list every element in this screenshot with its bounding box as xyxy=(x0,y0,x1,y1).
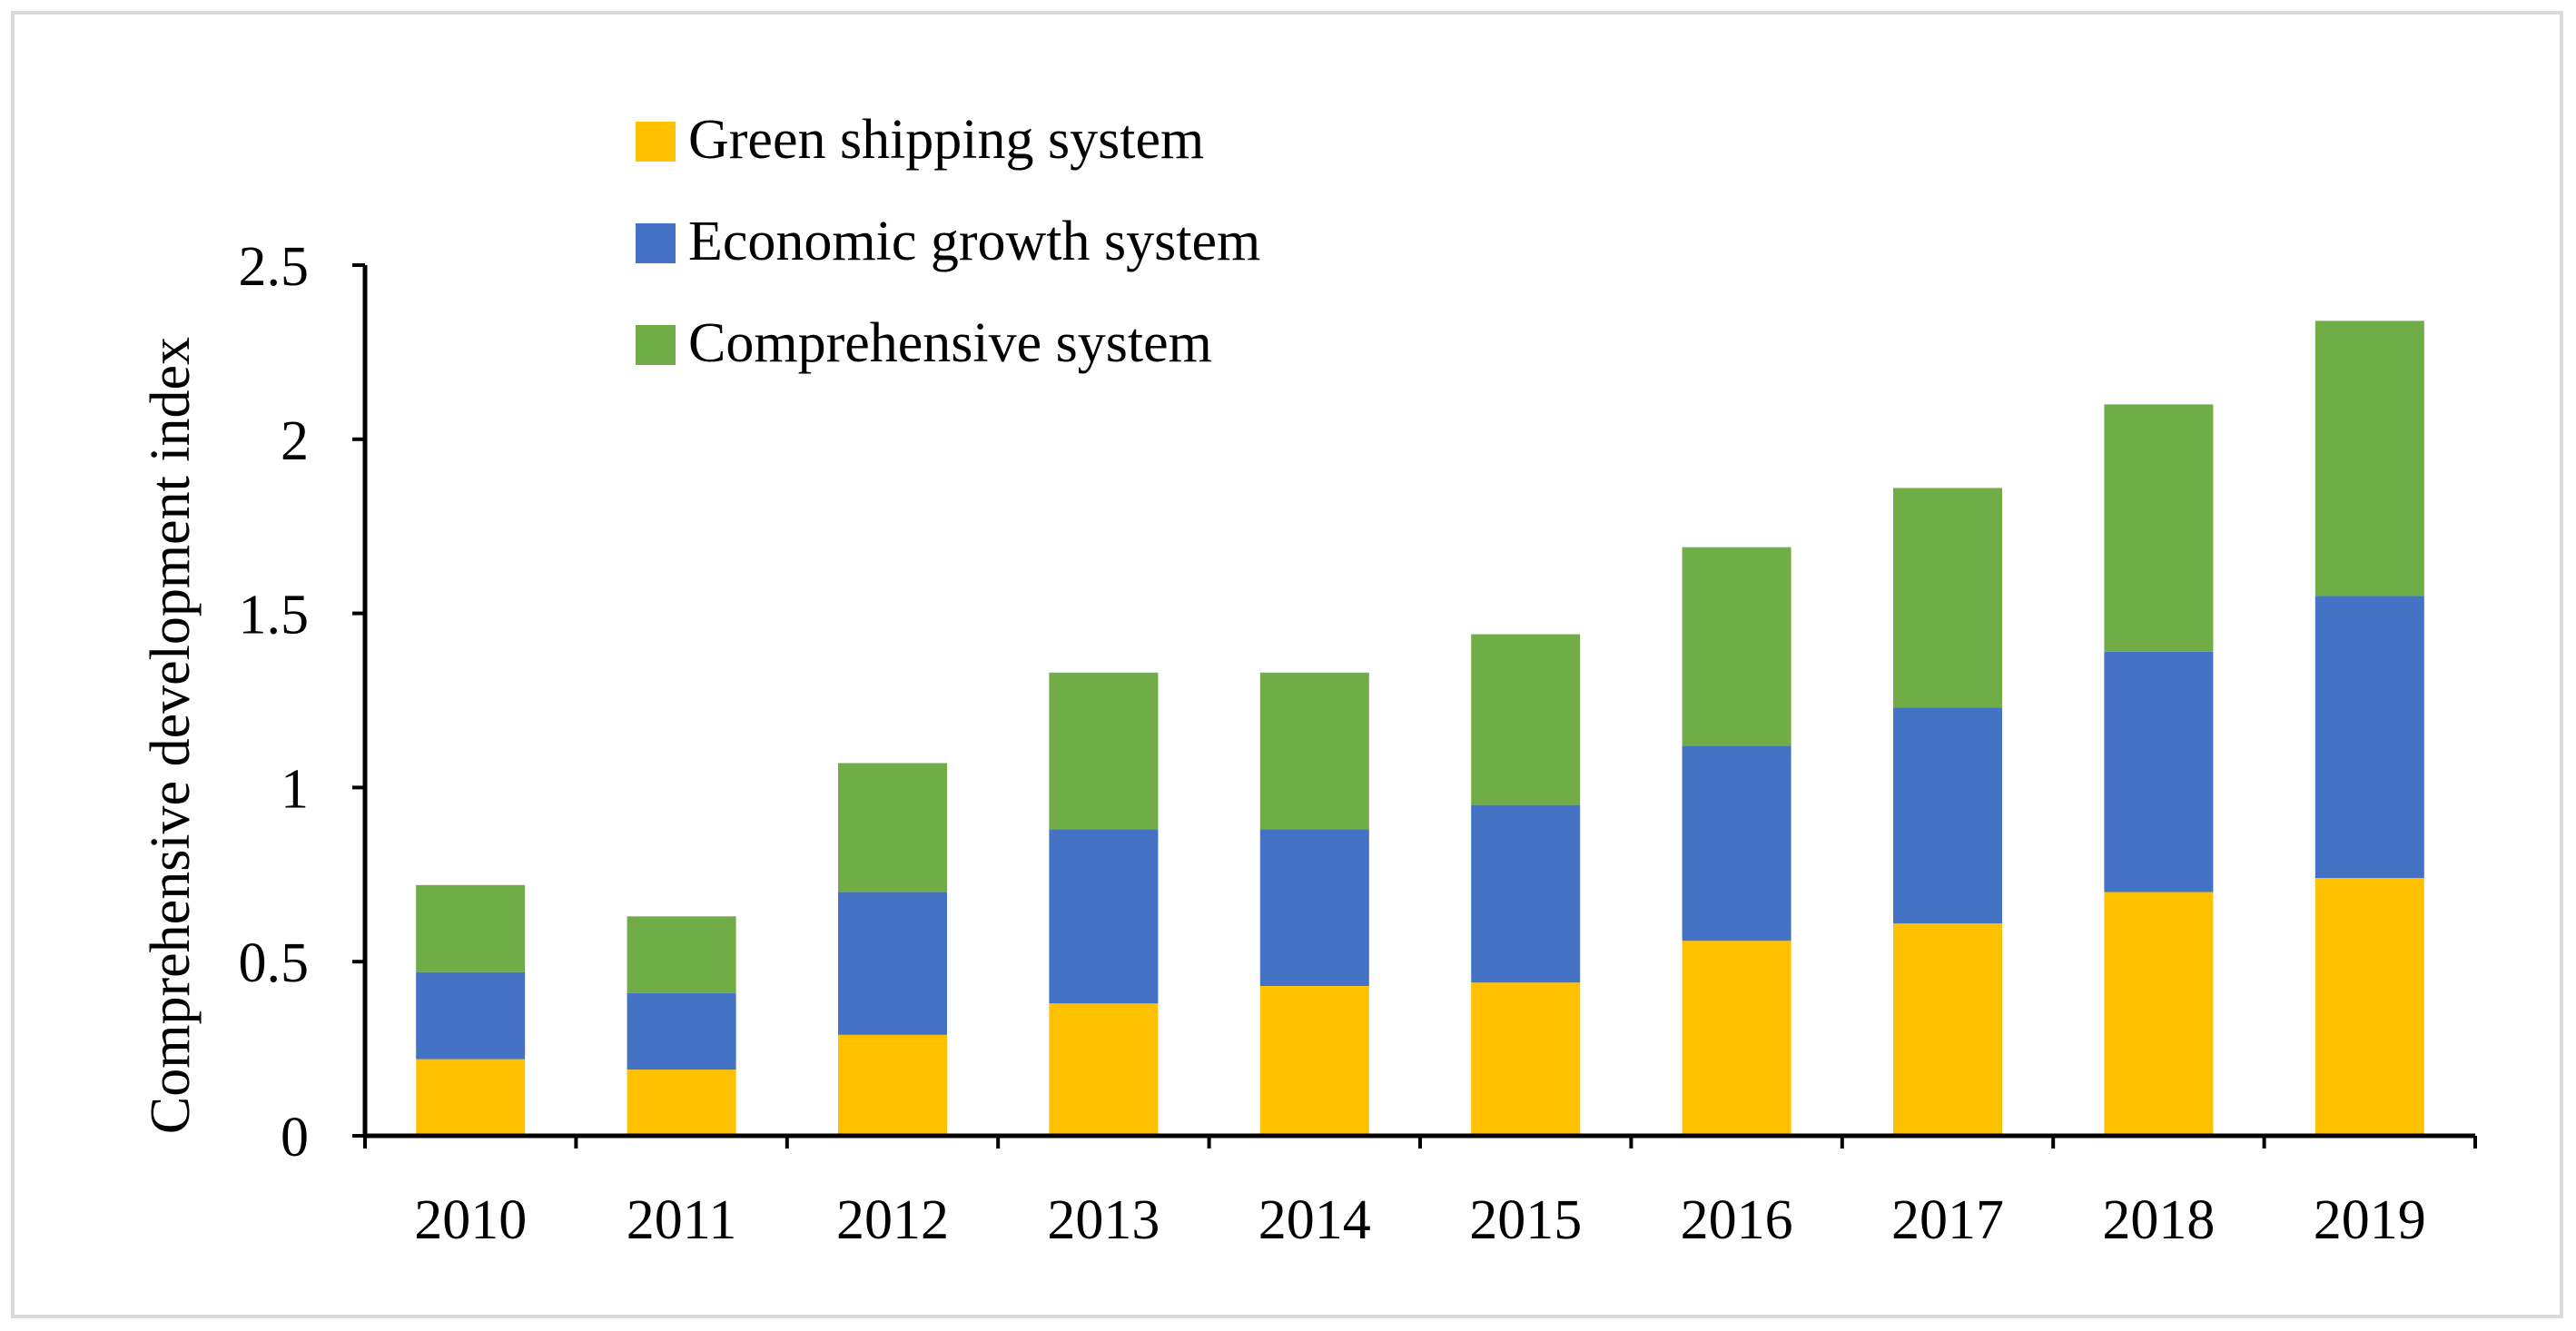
y-tick-label: 0.5 xyxy=(239,932,310,994)
bar-comprehensive-system-2012 xyxy=(838,763,947,892)
bar-comprehensive-system-2019 xyxy=(2314,320,2424,596)
bar-comprehensive-system-2016 xyxy=(1682,547,1791,746)
bar-comprehensive-system-2014 xyxy=(1259,672,1369,830)
legend-swatch-comprehensive-system xyxy=(636,325,676,365)
bar-economic-growth-system-2015 xyxy=(1471,804,1581,983)
y-tick-label: 1.5 xyxy=(239,585,310,646)
y-tick-label: 2 xyxy=(281,410,309,472)
bar-economic-growth-system-2018 xyxy=(2104,651,2214,892)
x-tick-label-2017: 2017 xyxy=(1891,1189,2004,1251)
x-tick-label-2010: 2010 xyxy=(414,1189,527,1251)
y-tick-label: 1 xyxy=(281,758,309,820)
bar-green-shipping-system-2014 xyxy=(1259,986,1369,1136)
y-tick-label: 2.5 xyxy=(239,236,310,298)
legend-label-green-shipping-system: Green shipping system xyxy=(688,109,1204,171)
legend-swatch-economic-growth-system xyxy=(636,223,676,263)
x-tick-label-2018: 2018 xyxy=(2102,1189,2215,1251)
x-tick-label-2011: 2011 xyxy=(627,1189,737,1251)
x-ticks: 2010 2011 2012 2013 2014 2015 2016 2017 2018 2019 xyxy=(363,1136,2477,1251)
bar-green-shipping-system-2013 xyxy=(1049,1003,1159,1136)
bars-layer xyxy=(416,320,2424,1136)
bar-green-shipping-system-2019 xyxy=(2314,878,2424,1136)
bar-green-shipping-system-2016 xyxy=(1682,941,1791,1136)
legend-swatch-green-shipping-system xyxy=(636,122,676,162)
bar-comprehensive-system-2010 xyxy=(416,884,526,972)
bar-economic-growth-system-2011 xyxy=(627,992,736,1070)
bar-economic-growth-system-2019 xyxy=(2314,596,2424,879)
x-tick-label-2014: 2014 xyxy=(1258,1189,1371,1251)
bar-economic-growth-system-2012 xyxy=(838,892,947,1035)
bar-economic-growth-system-2014 xyxy=(1259,829,1369,986)
bar-green-shipping-system-2010 xyxy=(416,1059,526,1136)
bar-green-shipping-system-2018 xyxy=(2104,892,2214,1136)
legend: Green shipping system Economic growth sys… xyxy=(636,109,1260,374)
y-axis-title: Comprehensive development index xyxy=(140,337,202,1134)
legend-label-economic-growth-system: Economic growth system xyxy=(688,211,1260,272)
bar-comprehensive-system-2017 xyxy=(1893,488,2002,708)
bar-green-shipping-system-2011 xyxy=(627,1070,736,1136)
x-tick-label-2016: 2016 xyxy=(1681,1189,1793,1251)
legend-label-comprehensive-system: Comprehensive system xyxy=(688,312,1212,374)
bar-green-shipping-system-2012 xyxy=(838,1034,947,1136)
bar-comprehensive-system-2015 xyxy=(1471,634,1581,805)
bar-comprehensive-system-2011 xyxy=(627,916,736,993)
bar-comprehensive-system-2018 xyxy=(2104,404,2214,652)
bar-green-shipping-system-2017 xyxy=(1893,923,2002,1136)
x-tick-label-2019: 2019 xyxy=(2314,1189,2426,1251)
y-ticks: 0 0.5 1 1.5 2 2.5 xyxy=(239,236,365,1168)
bar-economic-growth-system-2017 xyxy=(1893,707,2002,923)
bar-comprehensive-system-2013 xyxy=(1049,672,1159,830)
bar-green-shipping-system-2015 xyxy=(1471,982,1581,1136)
y-tick-label: 0 xyxy=(281,1107,309,1168)
bar-economic-growth-system-2016 xyxy=(1682,745,1791,942)
x-tick-label-2015: 2015 xyxy=(1469,1189,1582,1251)
x-tick-label-2013: 2013 xyxy=(1047,1189,1160,1251)
bar-economic-growth-system-2013 xyxy=(1049,829,1159,1004)
x-tick-label-2012: 2012 xyxy=(836,1189,949,1251)
bar-economic-growth-system-2010 xyxy=(416,971,526,1060)
